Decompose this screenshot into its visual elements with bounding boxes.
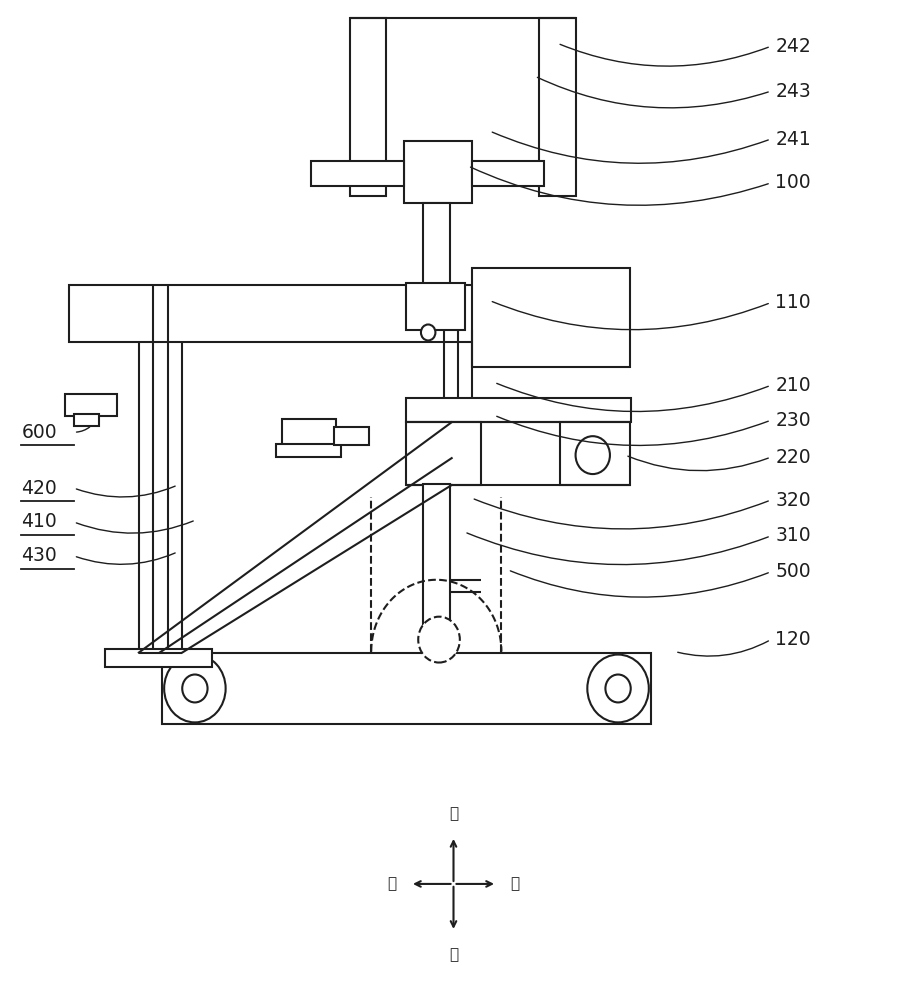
Circle shape — [421, 324, 435, 340]
Text: 100: 100 — [775, 173, 811, 192]
Text: 500: 500 — [775, 562, 811, 581]
Bar — [73, 414, 99, 426]
Bar — [540, 18, 576, 196]
Text: 320: 320 — [775, 491, 811, 510]
Text: 下: 下 — [449, 947, 458, 962]
Text: 243: 243 — [775, 82, 811, 101]
Text: 110: 110 — [775, 293, 811, 312]
Circle shape — [605, 675, 630, 702]
Bar — [561, 422, 629, 485]
Text: 310: 310 — [775, 526, 811, 545]
Circle shape — [418, 617, 460, 663]
Text: 241: 241 — [775, 130, 811, 149]
Text: 230: 230 — [775, 411, 811, 430]
Bar — [404, 141, 472, 203]
Text: 220: 220 — [775, 448, 811, 467]
Text: 430: 430 — [21, 546, 57, 565]
Bar — [406, 398, 630, 422]
Text: 上: 上 — [449, 806, 458, 821]
Text: 后: 后 — [387, 876, 396, 891]
Bar — [406, 283, 465, 330]
Text: 120: 120 — [775, 630, 811, 649]
Bar — [105, 649, 212, 667]
Circle shape — [182, 675, 208, 702]
Bar — [423, 203, 450, 286]
Bar — [64, 394, 117, 416]
Text: 410: 410 — [21, 512, 57, 531]
Text: 600: 600 — [21, 423, 57, 442]
Bar — [334, 427, 368, 445]
Text: 210: 210 — [775, 376, 811, 395]
Bar — [472, 161, 544, 186]
Circle shape — [164, 655, 226, 722]
Circle shape — [588, 655, 649, 722]
Bar — [423, 484, 450, 652]
Bar — [310, 161, 404, 186]
Text: 242: 242 — [775, 37, 811, 56]
Circle shape — [576, 436, 610, 474]
Bar — [282, 419, 336, 447]
Bar — [406, 422, 481, 485]
Text: 420: 420 — [21, 479, 57, 498]
Bar — [69, 285, 544, 342]
Bar — [349, 18, 385, 196]
Bar — [472, 268, 629, 367]
Bar — [277, 444, 341, 457]
Text: 前: 前 — [511, 876, 520, 891]
Bar — [162, 653, 650, 724]
